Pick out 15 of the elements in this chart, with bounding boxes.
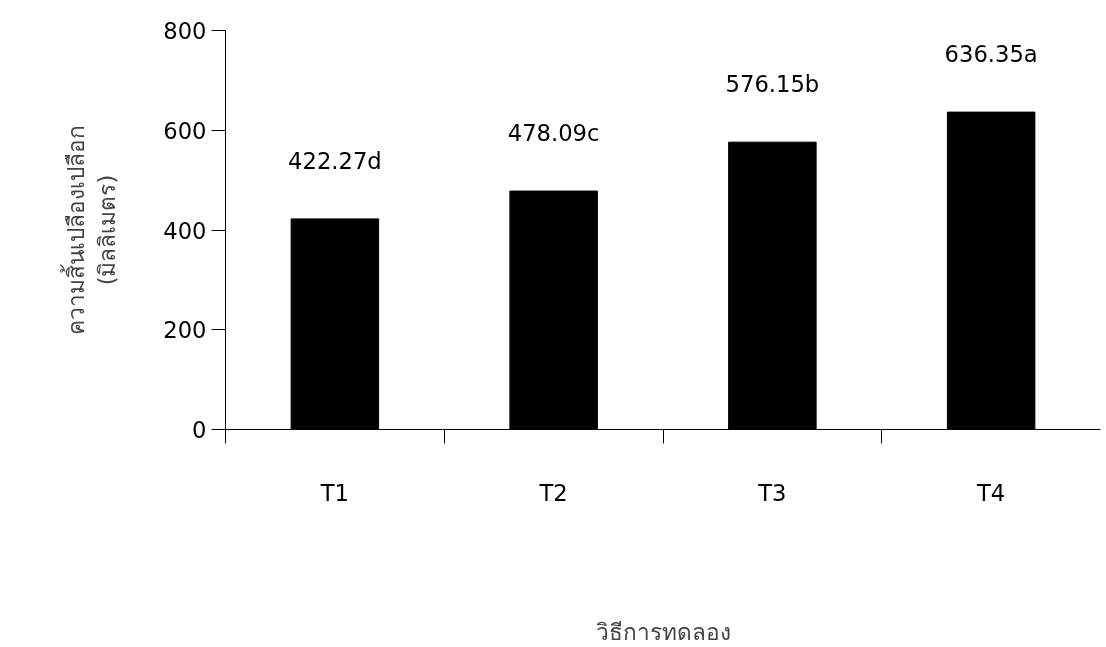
x-tick-label: T3 <box>757 479 787 506</box>
data-label: 478.09c <box>507 120 600 147</box>
y-tick-label: 400 <box>163 217 207 244</box>
x-axis-title: วิธีการทดลอง <box>595 618 731 645</box>
y-tick-label: 600 <box>163 117 207 144</box>
x-tick-label: T1 <box>319 479 350 506</box>
y-axis-title: ความสิ้นเปลืองเปลือก (มิลลิเมตร) <box>60 125 121 335</box>
y-tick-label: 0 <box>192 417 207 443</box>
data-label: 422.27d <box>288 147 382 174</box>
y-tick-label: 800 <box>163 18 207 44</box>
y-tick-label: 200 <box>163 317 207 344</box>
data-label: 636.35a <box>944 41 1038 68</box>
x-tick-label: T4 <box>976 479 1006 506</box>
x-tick-label: T2 <box>538 479 568 506</box>
data-label: 576.15b <box>725 71 820 98</box>
